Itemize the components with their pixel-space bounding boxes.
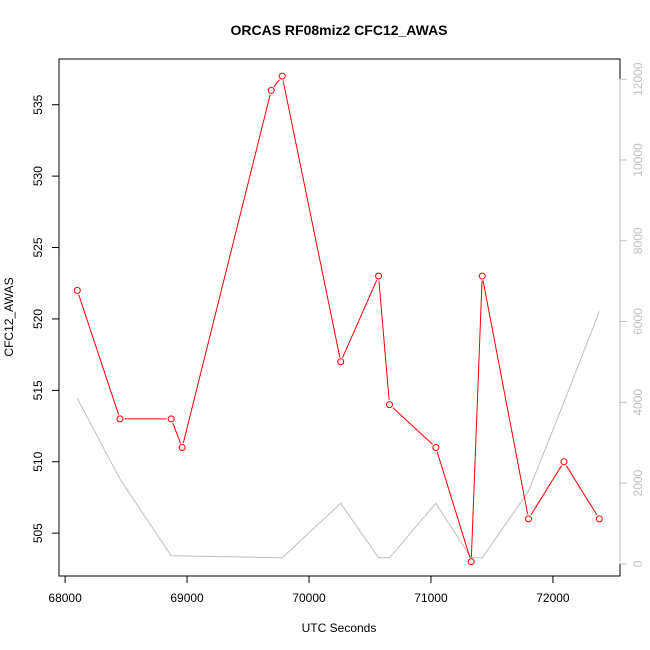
series-line-segment (482, 280, 529, 515)
x-axis: 68000 69000 70000 71000 72000 (48, 575, 570, 605)
y-tick-label: 535 (31, 94, 45, 114)
x-tick-label: 68000 (48, 591, 82, 605)
y2-tick-label: 2000 (631, 469, 645, 496)
y-tick-label: 505 (31, 523, 45, 543)
data-point (73, 286, 81, 294)
data-point (432, 443, 440, 451)
data-point (525, 515, 533, 523)
y-tick-label: 520 (31, 309, 45, 329)
y-tick-label: 530 (31, 166, 45, 186)
data-point (337, 358, 345, 366)
series-line-segment (378, 280, 390, 401)
secondary-y-axis: 0 2000 4000 6000 8000 10000 12000 (619, 62, 645, 567)
x-tick-label: 71000 (414, 591, 448, 605)
data-point (467, 558, 475, 566)
y-tick-label: 510 (31, 451, 45, 471)
y2-tick-label: 12000 (631, 62, 645, 96)
y2-tick-label: 0 (631, 560, 645, 567)
y-axis-label: CFC12_AWAS (2, 277, 16, 356)
chart-title: ORCAS RF08miz2 CFC12_AWAS (230, 22, 447, 38)
series-layer (73, 72, 603, 566)
secondary-series-line (76, 311, 600, 559)
x-tick-label: 69000 (170, 591, 204, 605)
plot-frame (58, 58, 621, 577)
y2-tick-label: 8000 (631, 227, 645, 254)
y2-tick-label: 6000 (631, 308, 645, 335)
data-point (116, 415, 124, 423)
y2-tick-label: 4000 (631, 389, 645, 416)
data-point (560, 458, 568, 466)
series-line-segment (282, 80, 341, 358)
x-tick-label: 72000 (536, 591, 570, 605)
data-point (267, 86, 275, 94)
series-line-segment (273, 79, 280, 88)
y-tick-label: 525 (31, 237, 45, 257)
series-line-segment (436, 451, 471, 558)
data-point (178, 443, 186, 451)
series-line-segment (530, 465, 562, 516)
x-axis-label: UTC Seconds (302, 621, 377, 635)
series-line-segment (172, 422, 182, 444)
y2-tick-label: 10000 (631, 143, 645, 177)
series-line-segment (470, 280, 483, 558)
series-line-segment (392, 407, 433, 445)
series-line-segment (342, 279, 378, 358)
data-point (595, 515, 603, 523)
series-line-segment (565, 465, 598, 516)
series-line-segment (182, 94, 271, 444)
series-line-segment (78, 294, 120, 415)
data-point (278, 72, 286, 80)
data-point (478, 272, 486, 280)
data-point (167, 415, 175, 423)
data-point (386, 401, 394, 409)
y-axis: 505 510 515 520 525 530 535 (31, 94, 60, 543)
x-tick-label: 70000 (292, 591, 326, 605)
data-point (375, 272, 383, 280)
y-tick-label: 515 (31, 380, 45, 400)
